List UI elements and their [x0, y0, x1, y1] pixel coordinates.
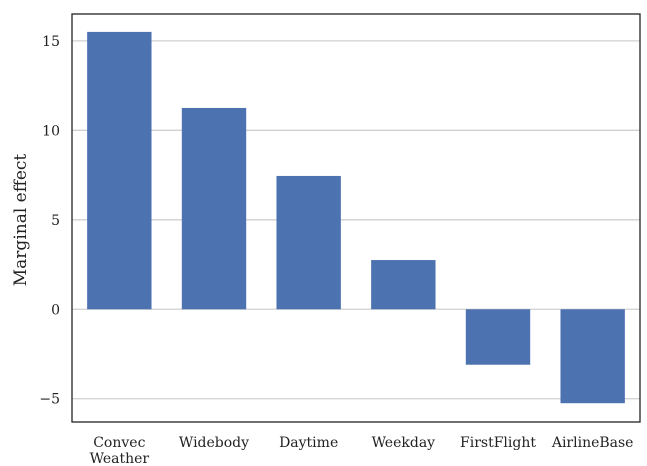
bar: [181, 107, 247, 310]
plot-frame: [71, 13, 641, 423]
x-tick-label: AirlineBase: [551, 435, 634, 451]
bars: [87, 31, 625, 404]
y-tick-labels: −5 0 5 10 15: [39, 34, 60, 408]
y-tick-label: 15: [42, 34, 60, 50]
y-tick-label: 10: [42, 123, 60, 139]
gridlines: [72, 40, 640, 400]
x-tick-label: Widebody: [179, 435, 249, 451]
x-tick-labels: Convec Weather Widebody Daytime Weekday First…: [90, 435, 634, 466]
bar: [560, 309, 625, 404]
bar: [465, 309, 531, 365]
bar: [371, 260, 436, 310]
x-tick-label: Weekday: [372, 435, 436, 451]
y-tick-label: 0: [51, 302, 60, 318]
bar: [87, 31, 152, 310]
bar: [276, 175, 341, 310]
x-tick-label: Convec Weather: [90, 435, 150, 466]
y-tick-label: −5: [39, 392, 60, 408]
y-axis-label: Marginal effect: [11, 154, 31, 287]
x-tick-label: Daytime: [279, 435, 338, 451]
x-tick-label: FirstFlight: [460, 435, 536, 451]
y-tick-label: 5: [51, 213, 60, 229]
